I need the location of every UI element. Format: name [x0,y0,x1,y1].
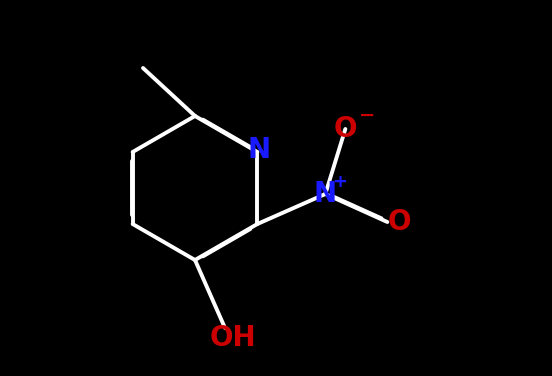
Text: N: N [314,180,337,208]
Text: −: − [359,106,375,124]
Text: O: O [388,208,411,236]
Text: O: O [333,115,357,143]
Text: +: + [332,173,347,191]
Text: OH: OH [210,324,256,352]
Text: N: N [248,136,271,164]
